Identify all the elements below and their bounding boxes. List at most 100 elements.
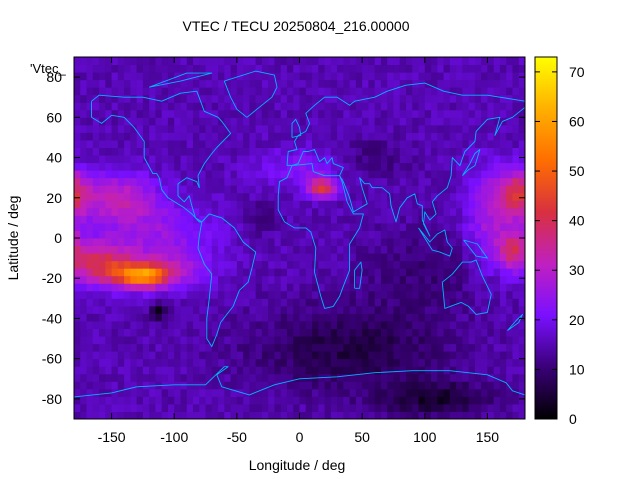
heatmap-cell: [99, 139, 106, 148]
heatmap-cell: [99, 177, 106, 186]
heatmap-cell: [512, 177, 520, 186]
heatmap-cell: [224, 215, 232, 224]
heatmap-cell: [105, 283, 113, 292]
heatmap-cell: [305, 72, 313, 81]
heatmap-cell: [236, 298, 244, 307]
heatmap-cell: [255, 253, 263, 262]
heatmap-cell: [405, 290, 413, 299]
heatmap-cell: [418, 87, 426, 96]
heatmap-cell: [462, 388, 470, 397]
heatmap-cell: [462, 381, 470, 390]
heatmap-cell: [99, 268, 106, 277]
heatmap-cell: [380, 215, 388, 224]
heatmap-cell: [193, 222, 200, 231]
heatmap-cell: [456, 396, 463, 405]
heatmap-cell: [449, 117, 457, 126]
heatmap-cell: [80, 381, 88, 390]
heatmap-cell: [249, 200, 257, 209]
heatmap-cell: [487, 320, 495, 329]
heatmap-cell: [286, 245, 294, 254]
heatmap-cell: [412, 132, 420, 141]
heatmap-cell: [167, 72, 175, 81]
heatmap-cell: [387, 192, 394, 201]
heatmap-cell: [236, 200, 244, 209]
heatmap-cell: [136, 358, 144, 367]
heatmap-cell: [249, 358, 257, 367]
heatmap-cell: [449, 139, 457, 148]
heatmap-cell: [380, 109, 388, 118]
heatmap-cell: [80, 373, 88, 382]
heatmap-cell: [343, 253, 351, 262]
heatmap-cell: [506, 155, 513, 164]
coastline-uk: [291, 118, 302, 138]
heatmap-cell: [74, 207, 81, 216]
heatmap-cell: [512, 298, 520, 307]
heatmap-cell: [255, 275, 263, 284]
heatmap-cell: [443, 132, 451, 141]
colorbar-tick-label: 0: [569, 411, 577, 427]
heatmap-cell: [462, 215, 470, 224]
heatmap-cell: [456, 283, 463, 292]
heatmap-cell: [431, 245, 438, 254]
heatmap-cell: [368, 253, 376, 262]
heatmap-cell: [499, 298, 507, 307]
heatmap-cell: [236, 320, 244, 329]
heatmap-cell: [130, 94, 138, 103]
heatmap-cell: [117, 79, 125, 88]
heatmap-cell: [180, 358, 188, 367]
heatmap-cell: [167, 298, 175, 307]
heatmap-cell: [312, 238, 319, 247]
heatmap-cell: [86, 396, 94, 405]
heatmap-cell: [449, 94, 457, 103]
heatmap-cell: [506, 72, 513, 81]
heatmap-cell: [124, 72, 131, 81]
heatmap-cell: [299, 290, 307, 299]
heatmap-cell: [124, 185, 131, 194]
heatmap-cell: [180, 351, 188, 360]
heatmap-cell: [92, 102, 100, 111]
heatmap-cell: [449, 222, 457, 231]
heatmap-cell: [499, 358, 507, 367]
heatmap-cell: [161, 155, 169, 164]
heatmap-cell: [368, 298, 376, 307]
heatmap-cell: [286, 72, 294, 81]
heatmap-cell: [431, 215, 438, 224]
heatmap-cell: [481, 253, 488, 262]
heatmap-cell: [74, 185, 81, 194]
heatmap-cell: [462, 72, 470, 81]
heatmap-cell: [105, 381, 113, 390]
heatmap-cell: [443, 192, 451, 201]
heatmap-cell: [274, 147, 282, 156]
heatmap-cell: [437, 253, 445, 262]
heatmap-cell: [499, 388, 507, 397]
heatmap-cell: [99, 336, 106, 345]
heatmap-cell: [506, 275, 513, 284]
heatmap-cell: [142, 117, 150, 126]
heatmap-cell: [286, 320, 294, 329]
heatmap-cell: [117, 351, 125, 360]
heatmap-cell: [117, 366, 125, 375]
heatmap-cell: [174, 87, 181, 96]
heatmap-cell: [412, 403, 420, 412]
heatmap-cell: [431, 64, 438, 73]
heatmap-cell: [399, 283, 407, 292]
heatmap-cell: [261, 253, 269, 262]
heatmap-cell: [255, 381, 263, 390]
heatmap-cell: [243, 260, 250, 269]
heatmap-cell: [99, 358, 106, 367]
heatmap-cell: [293, 275, 300, 284]
heatmap-cell: [362, 268, 369, 277]
heatmap-cell: [280, 200, 288, 209]
heatmap-cell: [318, 170, 326, 179]
heatmap-cell: [255, 373, 263, 382]
heatmap-cell: [431, 185, 438, 194]
heatmap-cell: [136, 336, 144, 345]
heatmap-cell: [349, 147, 357, 156]
heatmap-cell: [355, 403, 363, 412]
heatmap-cell: [211, 403, 219, 412]
coastline-antarctica: [73, 366, 526, 398]
heatmap-cell: [105, 260, 113, 269]
heatmap-cell: [456, 170, 463, 179]
heatmap-cell: [518, 343, 526, 352]
